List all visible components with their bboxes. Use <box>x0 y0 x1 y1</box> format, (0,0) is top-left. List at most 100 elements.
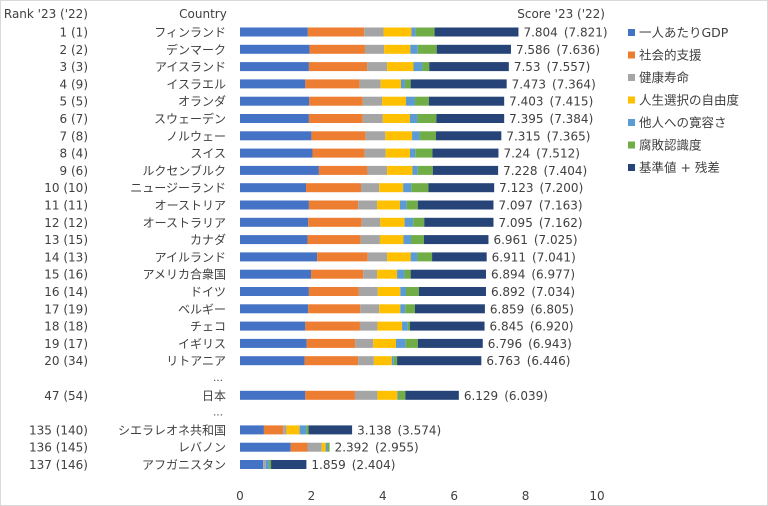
country-label: レバノン <box>178 441 226 455</box>
bar-segment <box>307 27 365 37</box>
score-label: 6.763 (6.446) <box>486 354 570 368</box>
bar-segment <box>422 62 430 72</box>
bar-segment <box>428 183 495 193</box>
bar-segment <box>361 217 381 227</box>
country-label: オランダ <box>178 94 226 109</box>
bar-segment <box>373 338 397 348</box>
score-2023: 6.961 <box>493 233 527 247</box>
bar-segment <box>317 252 368 262</box>
legend-label: 健康寿命 <box>639 70 690 85</box>
country-label: ノルウェー <box>166 129 226 143</box>
x-tick-label: 10 <box>589 489 604 503</box>
bar-segment <box>405 304 415 314</box>
score-2023: 7.53 <box>514 60 541 74</box>
bar-segment <box>367 165 388 175</box>
score-label: 7.804 (7.821) <box>523 26 607 40</box>
rank-label: 20 (34) <box>44 354 88 368</box>
bar-row: 10 (10) ニュージーランド 7.123 (7.200) <box>44 181 583 195</box>
bar-segment <box>327 442 330 452</box>
score-2022: (2.404) <box>352 458 396 472</box>
bar-row: 15 (16) アメリカ合衆国 6.894 (6.977) <box>44 267 575 282</box>
score-2023: 7.315 <box>506 129 540 143</box>
score-label: 7.473 (7.364) <box>512 77 596 91</box>
bar-segment <box>417 252 433 262</box>
bar-segment <box>379 304 401 314</box>
legend-swatch <box>628 74 635 81</box>
bar-segment <box>263 425 284 435</box>
country-label: オーストリア <box>155 199 226 213</box>
score-2023: 7.097 <box>498 199 532 213</box>
bar-segment <box>397 269 405 279</box>
bar-segment <box>410 269 486 279</box>
legend-label: 他人への寛容さ <box>639 115 727 130</box>
bar-segment <box>367 62 388 72</box>
legend-label: 人生選択の自由度 <box>639 93 740 108</box>
country-label: オーストラリア <box>143 216 226 230</box>
bar-row: 47 (54) 日本 6.129 (6.039) <box>44 389 548 403</box>
bar-segment <box>385 148 410 158</box>
country-label: アフガニスタン <box>142 458 226 472</box>
bar-segment <box>240 425 264 435</box>
score-2022: (7.415) <box>550 95 594 109</box>
score-2022: (7.636) <box>556 43 600 57</box>
bar-row: 1 (1) フィンランド 7.804 (7.821) <box>60 26 608 40</box>
rank-label: 5 (5) <box>60 95 88 109</box>
bar-segment <box>415 27 435 37</box>
score-2022: (7.162) <box>539 216 583 230</box>
legend-label: 腐敗認識度 <box>639 138 702 153</box>
bar-row: 8 (4) スイス 7.24 (7.512) <box>60 147 580 161</box>
bar-segment <box>434 27 519 37</box>
legend-item: 人生選択の自由度 <box>628 93 740 108</box>
bar-segment <box>403 235 412 245</box>
legend-swatch <box>628 141 635 149</box>
score-label: 6.911 (7.041) <box>492 250 576 264</box>
bar-segment <box>283 425 287 435</box>
score-label: 6.845 (6.920) <box>490 320 574 334</box>
rank-label: 10 (10) <box>44 181 88 195</box>
score-label: 7.395 (7.384) <box>509 112 593 126</box>
country-label: デンマーク <box>166 42 226 57</box>
country-label: アメリカ合衆国 <box>143 267 226 282</box>
bar-segment <box>307 442 322 452</box>
bar-row: 14 (13) アイルランド 6.911 (7.041) <box>44 250 575 264</box>
bar-segment <box>304 356 359 366</box>
bar-segment <box>364 44 385 54</box>
header-country: Country <box>179 7 227 21</box>
country-label: イスラエル <box>166 77 226 91</box>
bar-segment <box>240 390 306 400</box>
score-label: 6.894 (6.977) <box>491 268 575 282</box>
bar-row: 16 (14) ドイツ 6.892 (7.034) <box>44 285 575 299</box>
legend-item: 基準値 + 残差 <box>628 160 720 175</box>
score-2023: 7.804 <box>523 26 557 40</box>
bar-segment <box>312 148 365 158</box>
header-score: Score '23 ('22) <box>517 7 605 21</box>
bar-segment <box>387 252 411 262</box>
bar-segment <box>240 165 319 175</box>
bar-segment <box>397 356 482 366</box>
legend-swatch <box>628 119 635 126</box>
bar-row: 137 (146) アフガニスタン 1.859 (2.404) <box>29 458 395 472</box>
bar-row: 17 (19) ベルギー 6.859 (6.805) <box>44 302 574 316</box>
score-label: 6.961 (7.025) <box>493 233 577 247</box>
legend-swatch <box>628 29 635 36</box>
score-2022: (7.200) <box>540 181 584 195</box>
score-label: 7.123 (7.200) <box>499 181 583 195</box>
score-2022: (7.821) <box>564 26 608 40</box>
rank-label: 2 (2) <box>60 43 88 57</box>
rank-label: 135 (140) <box>29 423 88 437</box>
bar-segment <box>318 165 368 175</box>
bar-segment <box>409 114 418 123</box>
score-2022: (7.025) <box>534 233 578 247</box>
score-2023: 7.473 <box>512 77 546 91</box>
bar-segment <box>411 235 424 245</box>
bar-segment <box>364 27 384 37</box>
bar-segment <box>385 131 413 141</box>
bar-segment <box>413 62 423 72</box>
bar-segment <box>240 200 309 210</box>
bar-segment <box>363 269 378 279</box>
bar-segment <box>305 390 355 400</box>
score-2023: 7.403 <box>509 95 543 109</box>
bar-segment <box>367 252 388 262</box>
bar-segment <box>407 321 410 331</box>
